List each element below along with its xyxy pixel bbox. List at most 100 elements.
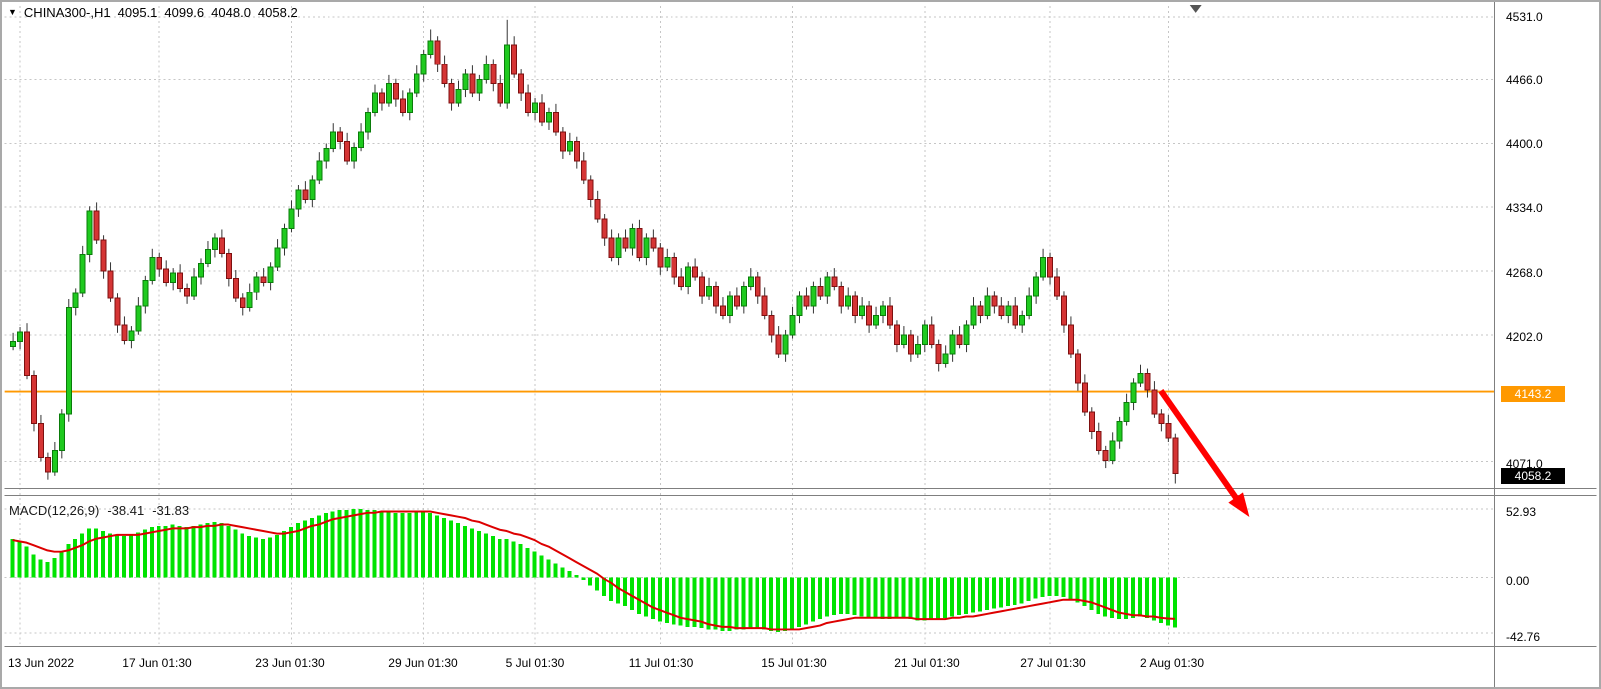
candle-body — [1019, 314, 1026, 326]
trend-arrow-shaft[interactable] — [1158, 389, 1241, 503]
macd-bar — [734, 577, 739, 630]
macd-bar — [351, 508, 356, 578]
macd-bar — [1033, 577, 1038, 599]
candle-body — [580, 160, 587, 181]
candle-body — [615, 237, 622, 258]
candle-body — [1047, 256, 1054, 278]
trend-arrow-head[interactable] — [1228, 492, 1250, 517]
macd-bar — [873, 577, 878, 618]
macd-bar — [233, 529, 238, 578]
candle-body — [44, 456, 51, 473]
macd-bar — [31, 554, 36, 578]
candle-body — [942, 353, 949, 365]
macd-axis[interactable]: 52.93 0.00 -42.76 — [1502, 2, 1599, 687]
candle-body — [448, 83, 455, 104]
candle-body — [1172, 437, 1179, 475]
candle-body — [566, 141, 573, 152]
candle-body — [79, 254, 86, 294]
macd-bar — [1040, 577, 1045, 598]
macd-name: MACD(12,26,9) — [9, 503, 100, 518]
macd-indicator-label: MACD(12,26,9) -38.41 -31.83 — [9, 503, 189, 518]
macd-bar — [706, 577, 711, 630]
macd-bar — [1103, 577, 1108, 617]
macd-bar — [998, 577, 1003, 608]
macd-bar — [727, 577, 732, 631]
candle-body — [594, 199, 601, 220]
symbol-dropdown-icon[interactable]: ▼ — [8, 7, 17, 17]
candle-body — [1137, 372, 1144, 384]
macd-bar — [337, 510, 342, 578]
candle-body — [420, 54, 427, 75]
candle-body — [685, 266, 692, 287]
macd-bar — [511, 541, 516, 578]
candle-body — [65, 307, 72, 415]
macd-bar — [971, 577, 975, 613]
macd-bar — [504, 538, 509, 578]
macd-bar — [469, 528, 474, 578]
candle-body — [204, 249, 211, 264]
candle-body — [963, 324, 970, 345]
price-tick-label: 4466.0 — [1506, 73, 1543, 88]
macd-bar — [629, 577, 634, 611]
macd-bar — [393, 512, 398, 578]
candle-body — [100, 239, 107, 272]
candle-body — [93, 210, 100, 241]
candle-body — [1040, 256, 1047, 278]
macd-bar — [205, 523, 210, 578]
candle-body — [1081, 382, 1088, 413]
macd-bar — [17, 541, 22, 578]
macd-tick-label: 52.93 — [1506, 505, 1537, 519]
candle-body — [260, 276, 267, 284]
macd-bar — [810, 577, 815, 622]
candle-body — [490, 63, 497, 85]
candle-body — [1123, 401, 1130, 423]
candle-body — [427, 40, 434, 56]
macd-bar — [1151, 577, 1156, 621]
chart-shift-icon[interactable] — [1189, 4, 1202, 13]
macd-bar — [414, 511, 419, 578]
macd-bar — [588, 577, 593, 586]
macd-bar — [101, 530, 106, 578]
macd-bar — [497, 538, 502, 578]
candle-body — [775, 334, 782, 355]
macd-bar — [302, 520, 307, 578]
macd-bar — [984, 577, 989, 611]
macd-bar — [66, 543, 71, 578]
macd-bar — [330, 511, 335, 578]
candle-body — [817, 285, 824, 297]
candle-body — [372, 92, 378, 114]
candle-body — [1144, 372, 1151, 391]
macd-bar — [1110, 577, 1115, 618]
macd-bar — [755, 577, 760, 629]
macd-bar — [344, 510, 349, 578]
candle-body — [295, 189, 302, 210]
macd-bar — [776, 577, 781, 633]
candle-body — [469, 73, 476, 94]
macd-bar — [1131, 577, 1136, 618]
macd-bar — [87, 528, 92, 578]
candle-body — [824, 276, 831, 297]
candle-body — [246, 291, 253, 309]
macd-bar — [650, 577, 655, 620]
macd-bar — [358, 508, 363, 578]
macd-bar — [198, 524, 203, 578]
macd-bar — [108, 533, 113, 578]
macd-bar — [880, 577, 885, 620]
candle-body — [935, 343, 942, 365]
price-tick-label: 4071.0 — [1506, 457, 1543, 471]
candle-body — [385, 83, 392, 104]
candle-body — [309, 179, 316, 201]
candle-body — [559, 131, 566, 152]
candle-body — [1116, 421, 1123, 442]
price-axis[interactable]: 4531.0 4466.0 4400.0 4334.0 4268.0 4202.0 4071… — [1502, 2, 1599, 687]
macd-bar — [567, 571, 572, 578]
time-axis[interactable]: 13 Jun 2022 17 Jun 01:30 23 Jun 01:30 29 Ju… — [2, 653, 1599, 679]
candle-body — [406, 92, 413, 114]
macd-bar — [316, 515, 321, 578]
candle-body — [859, 305, 866, 316]
candle-body — [392, 83, 399, 100]
candle-body — [1054, 276, 1060, 297]
candle-body — [163, 268, 170, 284]
macd-bar — [282, 530, 287, 578]
